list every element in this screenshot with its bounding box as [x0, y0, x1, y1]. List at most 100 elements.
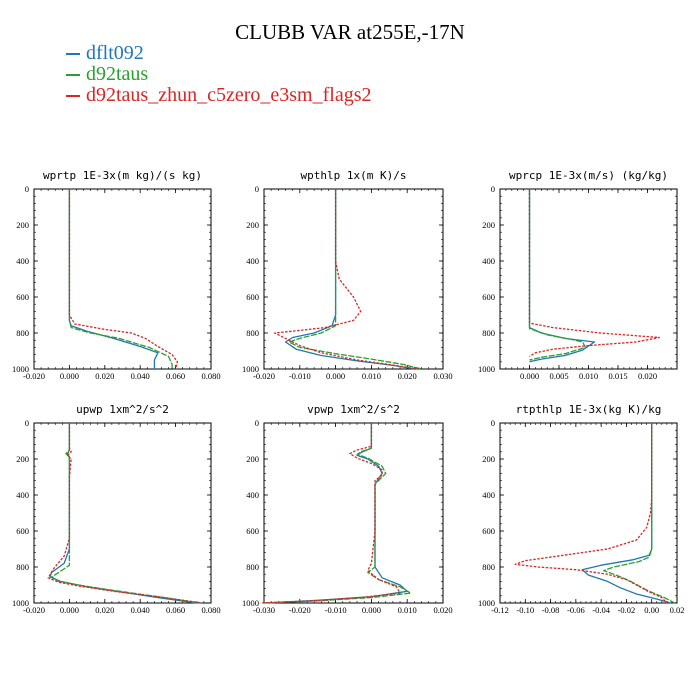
series-line-d92taus [68, 189, 173, 369]
x-tick-label: 0.060 [166, 605, 185, 615]
panel-frame [499, 188, 678, 370]
y-tick-label: 1000 [242, 598, 259, 608]
x-tick-label: 0.010 [362, 371, 381, 381]
panel-2: wpthlp 1x(m K)/s -0.020 -0.010 0.000 0.010 0.… [242, 169, 453, 381]
legend-entry: dflt092 [66, 43, 371, 64]
y-tick-label: 800 [482, 562, 495, 572]
x-tick-label: 0.02 [670, 605, 685, 615]
x-tick-label: -0.010 [325, 605, 347, 615]
x-tick-label: 0.030 [433, 371, 452, 381]
x-tick-label: -0.010 [289, 371, 311, 381]
x-tick-label: 0.020 [398, 371, 417, 381]
y-tick-label: 600 [482, 526, 495, 536]
series-line-dflt092 [263, 423, 408, 604]
panel-title: wprcp 1E-3x(m/s) (kg/kg) [509, 169, 668, 182]
y-tick-label: 1000 [12, 598, 29, 608]
panel-frame [33, 188, 212, 370]
panel-4: upwp 1xm^2/s^2 -0.020 0.000 0.020 0.040 0.060… [12, 403, 221, 615]
panel-title: rtpthlp 1E-3x(kg K)/kg [516, 403, 662, 416]
x-tick-label: 0.000 [60, 371, 79, 381]
series-line-dflt092 [49, 423, 197, 604]
x-tick-label: 0.020 [95, 371, 114, 381]
series-line-d92taus [288, 189, 422, 370]
legend-entry: d92taus [66, 64, 371, 85]
panel-title: vpwp 1xm^2/s^2 [307, 403, 400, 416]
panel-title: wpthlp 1x(m K)/s [301, 169, 407, 182]
y-tick-label: 0 [491, 418, 495, 428]
y-tick-label: 0 [25, 184, 29, 194]
y-tick-label: 0 [25, 418, 29, 428]
y-tick-label: 0 [491, 184, 495, 194]
series-line-d92taus [528, 189, 587, 361]
y-tick-label: 400 [482, 256, 495, 266]
x-tick-label: 0.000 [326, 371, 345, 381]
series-line-d92taus_zhun_c5zero_e3sm_flags2 [528, 189, 660, 357]
y-tick-label: 200 [246, 454, 259, 464]
y-tick-label: 200 [16, 220, 29, 230]
x-tick-label: 0.000 [520, 371, 539, 381]
y-tick-label: 600 [16, 292, 29, 302]
x-tick-label: 0.000 [60, 605, 79, 615]
x-tick-label: 0.020 [638, 371, 657, 381]
panel-title: upwp 1xm^2/s^2 [76, 403, 169, 416]
panel-title: wprtp 1E-3x(m kg)/(s kg) [43, 169, 202, 182]
x-tick-label: 0.060 [166, 371, 185, 381]
x-tick-label: -0.020 [23, 605, 45, 615]
x-tick-label: -0.08 [542, 605, 560, 615]
y-tick-label: 1000 [478, 598, 495, 608]
y-tick-label: 600 [16, 526, 29, 536]
y-tick-label: 400 [16, 490, 29, 500]
x-tick-label: -0.12 [491, 605, 509, 615]
y-tick-label: 800 [482, 328, 495, 338]
y-tick-label: 800 [246, 562, 259, 572]
x-tick-label: 0.020 [95, 605, 114, 615]
legend: dflt092 d92taus d92taus_zhun_c5zero_e3sm… [66, 43, 371, 106]
x-tick-label: -0.020 [253, 371, 275, 381]
x-tick-label: -0.10 [516, 605, 534, 615]
y-tick-label: 200 [246, 220, 259, 230]
panel-frame [499, 422, 678, 604]
y-tick-label: 200 [482, 220, 495, 230]
x-tick-label: 0.005 [549, 371, 568, 381]
y-tick-label: 800 [246, 328, 259, 338]
series-line-dflt092 [528, 189, 596, 363]
legend-swatch [66, 73, 80, 76]
y-tick-label: 0 [255, 184, 259, 194]
series-line-d92taus_zhun_c5zero_e3sm_flags2 [274, 189, 419, 370]
x-tick-label: 0.010 [579, 371, 598, 381]
series-line-d92taus [603, 423, 675, 604]
y-tick-label: 800 [16, 328, 29, 338]
series-line-dflt092 [68, 189, 159, 369]
panel-6: rtpthlp 1E-3x(kg K)/kg -0.12 -0.10 -0.08 -0.… [478, 403, 684, 615]
legend-entry: d92taus_zhun_c5zero_e3sm_flags2 [66, 85, 371, 106]
x-tick-label: 0.015 [608, 371, 627, 381]
x-tick-label: -0.06 [567, 605, 585, 615]
y-tick-label: 400 [482, 490, 495, 500]
y-tick-label: 1000 [242, 364, 259, 374]
x-tick-label: 0.020 [433, 605, 452, 615]
x-tick-label: 0.040 [131, 371, 150, 381]
y-tick-label: 1000 [478, 364, 495, 374]
x-tick-label: -0.04 [592, 605, 610, 615]
legend-swatch [66, 94, 80, 97]
panel-5: vpwp 1xm^2/s^2 -0.030 -0.020 -0.010 0.000 0.0… [242, 403, 453, 615]
x-tick-label: -0.020 [23, 371, 45, 381]
legend-swatch [66, 52, 80, 55]
series-line-dflt092 [581, 423, 671, 604]
panel-frame [263, 422, 444, 604]
x-tick-label: -0.02 [618, 605, 636, 615]
x-tick-label: 0.080 [201, 605, 220, 615]
panel-1: wprtp 1E-3x(m kg)/(s kg) -0.020 0.000 0.020… [12, 169, 221, 381]
y-tick-label: 400 [16, 256, 29, 266]
y-tick-label: 200 [482, 454, 495, 464]
y-tick-label: 1000 [12, 364, 29, 374]
series-line-d92taus_zhun_c5zero_e3sm_flags2 [68, 189, 179, 370]
legend-label: d92taus_zhun_c5zero_e3sm_flags2 [86, 84, 372, 106]
y-tick-label: 600 [482, 292, 495, 302]
y-tick-label: 0 [255, 418, 259, 428]
series-line-d92taus [263, 423, 412, 604]
y-tick-label: 400 [246, 490, 259, 500]
series-line-d92taus_zhun_c5zero_e3sm_flags2 [47, 423, 203, 604]
x-tick-label: 0.00 [644, 605, 659, 615]
